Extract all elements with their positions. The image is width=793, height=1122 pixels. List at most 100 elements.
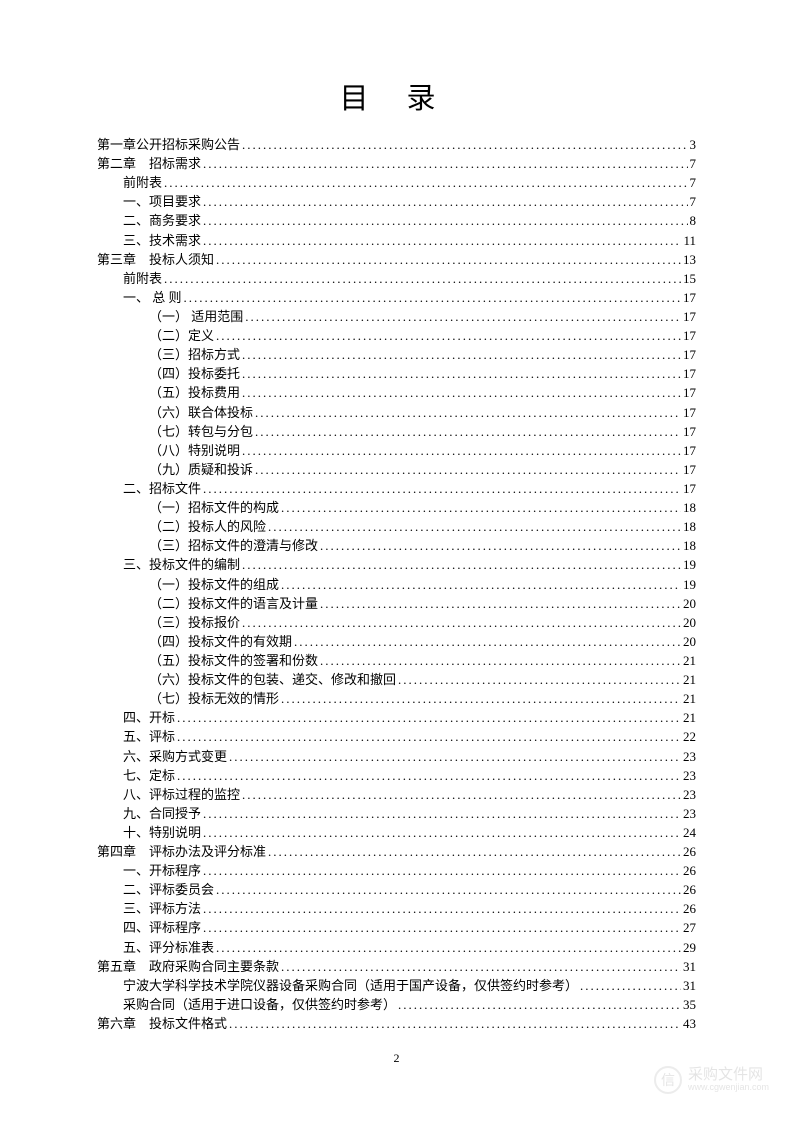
toc-entry-label: 二、招标文件 [123,479,201,498]
toc-entry-label: （二）定义 [149,326,214,345]
toc-entry: 三、投标文件的编制19 [97,555,696,574]
toc-entry: 前附表 15 [97,269,696,288]
toc-entry-label: 八、评标过程的监控 [123,785,240,804]
toc-leader-dots [268,842,681,861]
toc-entry: 第二章 招标需求7 [97,154,696,173]
toc-leader-dots [255,422,681,441]
toc-leader-dots [203,231,681,250]
toc-leader-dots [203,861,681,880]
toc-leader-dots [242,785,681,804]
toc-entry-label: 三、评标方法 [123,899,201,918]
toc-entry-page: 3 [690,135,697,154]
toc-entry-label: 第四章 评标办法及评分标准 [97,842,266,861]
toc-leader-dots [203,804,681,823]
toc-entry-page: 31 [683,976,696,995]
toc-entry: （七）转包与分包 17 [97,422,696,441]
toc-entry-page: 20 [683,594,696,613]
toc-leader-dots [203,918,681,937]
toc-entry-label: 一、 总 则 [123,288,182,307]
toc-entry-page: 17 [683,383,696,402]
toc-entry-label: 四、评标程序 [123,918,201,937]
toc-leader-dots [281,957,681,976]
toc-entry-label: 三、投标文件的编制 [123,555,240,574]
toc-entry: （六）联合体投标 17 [97,403,696,422]
toc-entry: 二、商务要求8 [97,211,696,230]
toc-entry: 第四章 评标办法及评分标准26 [97,842,696,861]
toc-title: 目录 [97,75,696,117]
toc-entry: 采购合同（适用于进口设备，仅供签约时参考）35 [97,995,696,1014]
toc-entry-label: （八）特别说明 [149,441,240,460]
toc-leader-dots [216,326,681,345]
page-number: 2 [0,1051,793,1066]
toc-entry-page: 17 [683,479,696,498]
toc-entry-label: （七）转包与分包 [149,422,253,441]
toc-entry-page: 17 [683,422,696,441]
toc-entry-page: 23 [683,785,696,804]
toc-entry-page: 21 [683,651,696,670]
toc-entry-page: 23 [683,747,696,766]
toc-leader-dots [164,269,681,288]
toc-entry-label: （四）投标文件的有效期 [149,632,292,651]
toc-entry-page: 15 [683,269,696,288]
toc-entry-page: 18 [683,498,696,517]
toc-entry: （四）投标文件的有效期 20 [97,632,696,651]
toc-entry-page: 17 [683,441,696,460]
toc-leader-dots [268,517,681,536]
toc-entry-page: 27 [683,918,696,937]
toc-entry-page: 24 [683,823,696,842]
toc-entry-page: 17 [683,326,696,345]
toc-entry-page: 17 [683,403,696,422]
toc-entry: （二）定义 17 [97,326,696,345]
toc-entry: 第一章公开招标采购公告 3 [97,135,696,154]
toc-entry: 十、特别说明 24 [97,823,696,842]
toc-entry: 七、定标23 [97,766,696,785]
toc-entry-page: 43 [683,1014,696,1033]
toc-entry-page: 20 [683,632,696,651]
toc-leader-dots [203,479,681,498]
toc-entry: 八、评标过程的监控 23 [97,785,696,804]
toc-entry-page: 31 [683,957,696,976]
toc-entry: （九）质疑和投诉17 [97,460,696,479]
toc-entry: （三）投标报价20 [97,613,696,632]
toc-entry: 一、开标程序26 [97,861,696,880]
toc-entry: （一）投标文件的组成19 [97,575,696,594]
toc-leader-dots [203,823,681,842]
toc-entry-page: 17 [683,364,696,383]
toc-entry: （一） 适用范围17 [97,307,696,326]
toc-leader-dots [320,536,681,555]
toc-entry: 九、合同授予23 [97,804,696,823]
toc-leader-dots [203,154,687,173]
toc-entry-label: 十、特别说明 [123,823,201,842]
toc-entry-page: 23 [683,766,696,785]
toc-entry: 五、评分标准表29 [97,938,696,957]
toc-entry-label: （二）投标人的风险 [149,517,266,536]
toc-entry: 二、评标委员会26 [97,880,696,899]
toc-leader-dots [177,727,681,746]
toc-entry-label: 前附表 [123,269,162,288]
toc-entry-label: 三、技术需求 [123,231,201,250]
toc-leader-dots [242,613,681,632]
toc-entry-page: 21 [683,670,696,689]
toc-entry: 第五章 政府采购合同主要条款31 [97,957,696,976]
toc-entry: （三）招标文件的澄清与修改18 [97,536,696,555]
watermark-main: 采购文件网 [688,1067,769,1084]
toc-entry-page: 26 [683,899,696,918]
toc-entry-label: （三）投标报价 [149,613,240,632]
toc-entry-page: 11 [683,231,696,250]
toc-entry-label: （六）联合体投标 [149,403,253,422]
toc-entry-page: 7 [690,192,697,211]
toc-leader-dots [242,555,681,574]
toc-entry-page: 35 [683,995,696,1014]
toc-entry-label: （九）质疑和投诉 [149,460,253,479]
watermark-text: 采购文件网 www.cgwenjian.com [688,1067,769,1093]
toc-leader-dots [229,1014,681,1033]
toc-entry: 四、开标21 [97,708,696,727]
toc-entry-page: 19 [683,575,696,594]
toc-leader-dots [242,364,681,383]
toc-leader-dots [245,307,681,326]
toc-entry: 一、项目要求7 [97,192,696,211]
toc-entry-label: 第一章公开招标采购公告 [97,135,240,154]
toc-entry: （三）招标方式17 [97,345,696,364]
toc-leader-dots [216,880,681,899]
toc-leader-dots [242,383,681,402]
